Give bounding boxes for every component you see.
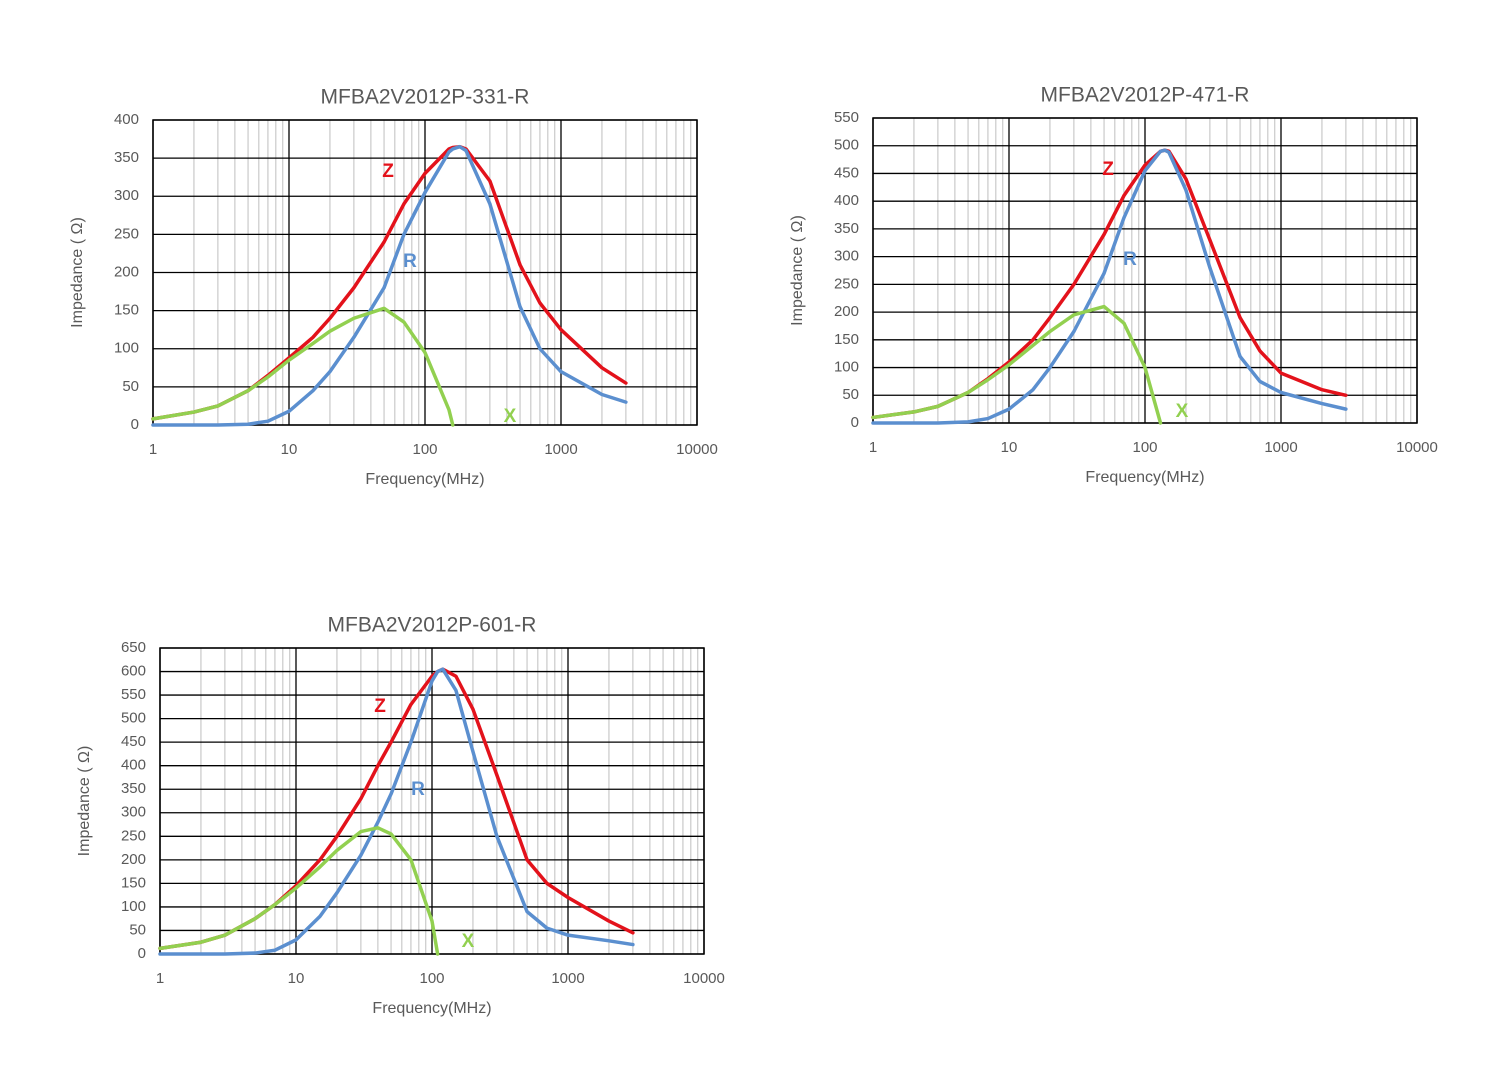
y-tick-label: 250 [834,275,859,292]
chart: 1 10 100 1000 10000 0 50 100 150 200 250 300 350 400 M… [69,86,718,489]
series-label: Z [1102,159,1114,180]
x-tick-label: 10 [288,970,305,987]
y-tick-label: 300 [121,804,146,821]
x-tick-label: 10000 [1396,439,1438,456]
y-tick-label: 600 [121,663,146,680]
series-line [158,826,440,956]
x-tick-label: 10000 [676,441,718,458]
y-tick-label: 100 [834,359,859,376]
y-tick-label: 250 [114,225,139,242]
y-tick-label: 350 [834,220,859,237]
y-tick-label: 400 [121,757,146,774]
x-tick-label: 1 [156,970,164,987]
y-tick-label: 150 [834,331,859,348]
chart: 1 10 100 1000 10000 0 50 100 150 200 250 300 350 400 4… [76,614,725,1018]
y-tick-label: 200 [834,303,859,320]
x-tick-label: 10000 [683,970,725,987]
y-tick-label: 50 [842,386,859,403]
y-tick-label: 200 [121,851,146,868]
x-tick-label: 100 [412,441,437,458]
x-tick-label: 100 [1132,439,1157,456]
y-tick-label: 200 [114,263,139,280]
y-tick-label: 0 [851,414,859,431]
series-line [151,144,628,427]
series-label: X [462,931,475,952]
y-tick-label: 150 [121,874,146,891]
y-tick-label: 450 [121,733,146,750]
y-tick-label: 100 [121,898,146,915]
chart-title: MFBA2V2012P-331-R [321,86,530,109]
chart: 1 10 100 1000 10000 0 50 100 150 200 250 300 350 400 4… [789,84,1438,487]
y-axis-title: Impedance ( Ω) [76,746,93,857]
y-tick-label: 300 [834,248,859,265]
y-tick-label: 250 [121,827,146,844]
y-tick-label: 400 [834,192,859,209]
x-tick-label: 1000 [1264,439,1297,456]
x-axis-title: Frequency(MHz) [365,471,484,488]
y-tick-label: 50 [122,378,139,395]
x-tick-label: 10 [281,441,298,458]
series-label: Z [374,696,386,717]
y-axis-title: Impedance ( Ω) [69,217,86,328]
series-label: R [411,779,425,800]
y-tick-label: 300 [114,187,139,204]
chart-title: MFBA2V2012P-471-R [1041,84,1250,107]
y-tick-label: 500 [121,710,146,727]
y-axis-title: Impedance ( Ω) [789,215,806,326]
series-line [871,148,1348,425]
y-tick-label: 50 [129,921,146,938]
x-tick-label: 1 [869,439,877,456]
series-line [871,304,1163,425]
series-line [158,667,635,956]
y-tick-label: 650 [121,639,146,656]
y-tick-label: 350 [114,149,139,166]
series-label: X [1176,401,1189,422]
series-line [151,306,455,427]
x-axis-title: Frequency(MHz) [372,1000,491,1017]
y-tick-label: 450 [834,164,859,181]
plot-border [872,117,1418,424]
x-tick-label: 100 [419,970,444,987]
y-tick-label: 0 [138,945,146,962]
series-label: X [504,406,517,427]
x-tick-label: 1000 [551,970,584,987]
series-label: Z [382,161,394,182]
x-tick-label: 10 [1001,439,1018,456]
y-tick-label: 100 [114,340,139,357]
y-tick-label: 150 [114,302,139,319]
y-tick-label: 550 [834,109,859,126]
plot-border [152,119,698,426]
y-tick-label: 350 [121,780,146,797]
y-tick-label: 0 [131,416,139,433]
y-tick-label: 400 [114,111,139,128]
chart-title: MFBA2V2012P-601-R [328,614,537,637]
x-tick-label: 1 [149,441,157,458]
x-tick-label: 1000 [544,441,577,458]
series-label: R [403,251,417,272]
y-tick-label: 550 [121,686,146,703]
series-label: R [1123,249,1137,270]
plot-border [159,647,705,955]
y-tick-label: 500 [834,137,859,154]
x-axis-title: Frequency(MHz) [1085,469,1204,486]
